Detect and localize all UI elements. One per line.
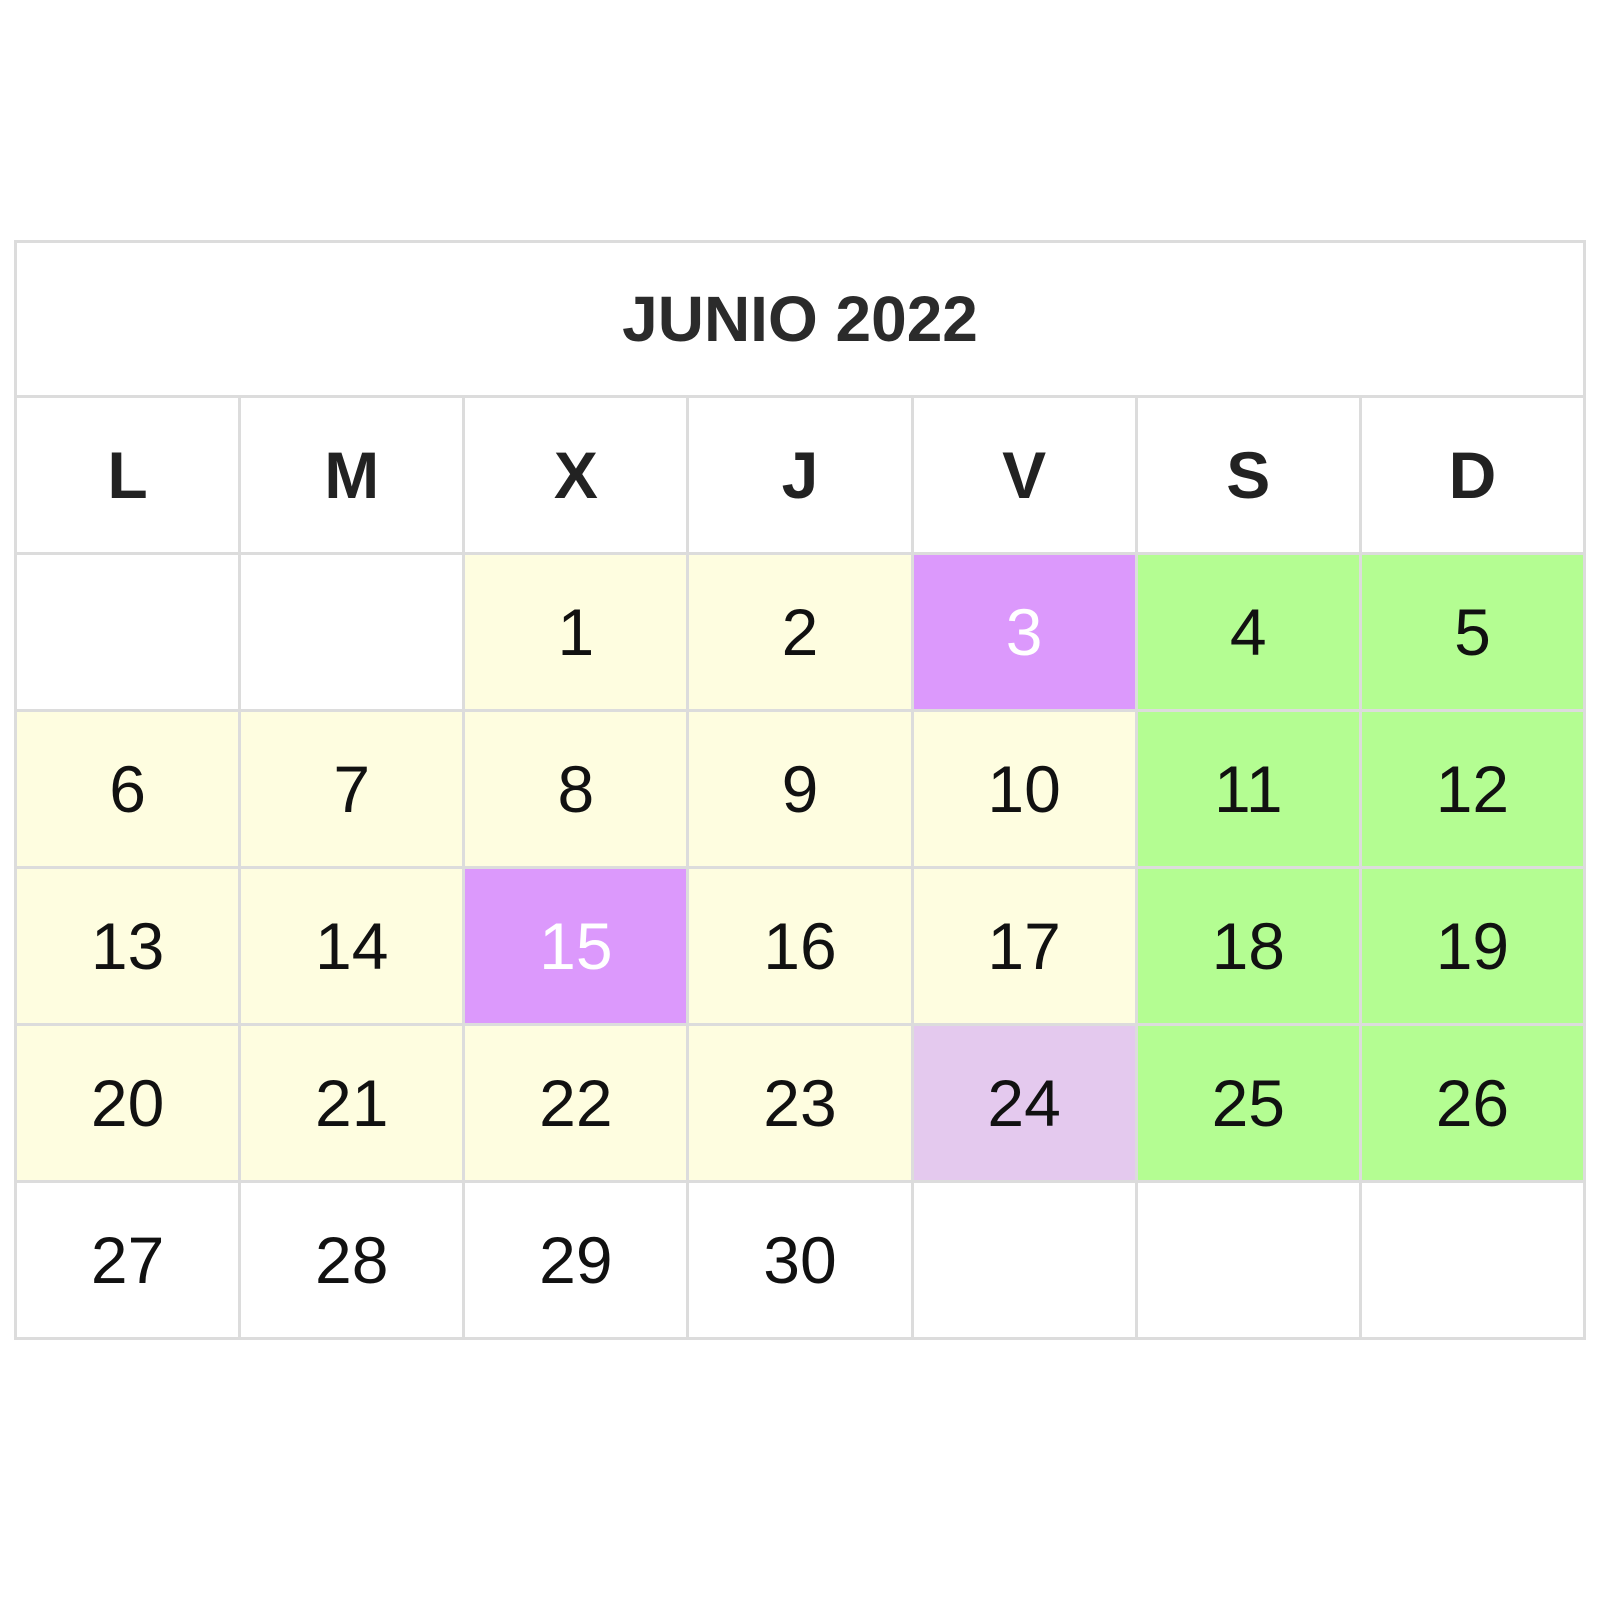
empty-day-cell	[13, 552, 242, 712]
day-cell-19[interactable]: 19	[1358, 866, 1587, 1026]
day-cell-2[interactable]: 2	[686, 552, 914, 712]
day-cell-26[interactable]: 26	[1358, 1023, 1587, 1183]
day-cell-8[interactable]: 8	[462, 709, 690, 869]
day-cell-10[interactable]: 10	[910, 709, 1138, 869]
day-cell-13[interactable]: 13	[13, 866, 242, 1026]
day-cell-9[interactable]: 9	[686, 709, 914, 869]
day-cell-28[interactable]: 28	[238, 1180, 466, 1340]
weekday-header-3: J	[686, 395, 914, 555]
day-cell-15[interactable]: 15	[462, 866, 690, 1026]
week-row: 6 7 8 9 10 11 12	[13, 709, 1587, 869]
day-cell-18[interactable]: 18	[1134, 866, 1362, 1026]
day-cell-11[interactable]: 11	[1134, 709, 1362, 869]
week-row: 13 14 15 16 17 18 19	[13, 866, 1587, 1026]
empty-day-cell	[1134, 1180, 1362, 1340]
empty-day-cell	[1358, 1180, 1587, 1340]
day-cell-23[interactable]: 23	[686, 1023, 914, 1183]
day-cell-25[interactable]: 25	[1134, 1023, 1362, 1183]
day-cell-20[interactable]: 20	[13, 1023, 242, 1183]
weekday-header-2: X	[462, 395, 690, 555]
day-cell-7[interactable]: 7	[238, 709, 466, 869]
day-cell-5[interactable]: 5	[1358, 552, 1587, 712]
weekday-header-0: L	[13, 395, 242, 555]
day-cell-14[interactable]: 14	[238, 866, 466, 1026]
weekday-header-5: S	[1134, 395, 1362, 555]
calendar-header-row: JUNIO 2022	[14, 240, 1586, 398]
day-cell-24[interactable]: 24	[910, 1023, 1138, 1183]
day-cell-22[interactable]: 22	[462, 1023, 690, 1183]
weekday-header-1: M	[238, 395, 466, 555]
day-cell-27[interactable]: 27	[13, 1180, 242, 1340]
week-row: 27 28 29 30	[13, 1180, 1587, 1340]
day-cell-12[interactable]: 12	[1358, 709, 1587, 869]
day-cell-4[interactable]: 4	[1134, 552, 1362, 712]
day-cell-30[interactable]: 30	[686, 1180, 914, 1340]
empty-day-cell	[910, 1180, 1138, 1340]
weekday-header-4: V	[910, 395, 1138, 555]
empty-day-cell	[238, 552, 466, 712]
day-cell-1[interactable]: 1	[462, 552, 690, 712]
weekday-header-6: D	[1358, 395, 1587, 555]
day-cell-16[interactable]: 16	[686, 866, 914, 1026]
day-cell-21[interactable]: 21	[238, 1023, 466, 1183]
day-cell-3[interactable]: 3	[910, 552, 1138, 712]
day-cell-29[interactable]: 29	[462, 1180, 690, 1340]
day-cell-6[interactable]: 6	[13, 709, 242, 869]
day-cell-17[interactable]: 17	[910, 866, 1138, 1026]
week-row: 20 21 22 23 24 25 26	[13, 1023, 1587, 1183]
calendar-title: JUNIO 2022	[14, 240, 1586, 398]
